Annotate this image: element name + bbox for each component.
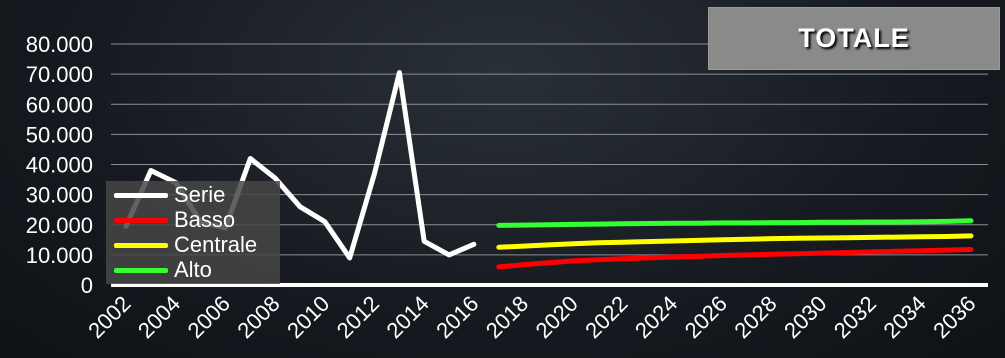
series-line-centrale (496, 233, 974, 250)
series-line-basso (496, 247, 974, 270)
x-tick-label: 2016 (431, 291, 483, 343)
x-tick-label: 2020 (531, 291, 583, 343)
x-tick-label: 2010 (282, 291, 334, 343)
y-tick-label: 50.000 (26, 122, 93, 147)
y-tick-label: 10.000 (26, 243, 93, 268)
series-lines (123, 70, 974, 270)
x-tick-label: 2008 (232, 291, 284, 343)
x-tick-label: 2024 (630, 291, 682, 343)
x-tick-label: 2034 (879, 291, 931, 343)
y-tick-label: 30.000 (26, 183, 93, 208)
y-tick-label: 80.000 (26, 32, 93, 57)
chart-title-box: TOTALE (708, 7, 1000, 70)
legend-label-centrale: Centrale (174, 232, 258, 257)
x-tick-label: 2018 (481, 291, 533, 343)
y-axis-ticks: 0 10.000 20.000 30.000 40.000 50.000 60.000 70.… (26, 32, 93, 298)
legend-swatch-alto (114, 268, 168, 273)
legend-swatch-basso (114, 218, 168, 223)
y-tick-label: 20.000 (26, 213, 93, 238)
x-tick-label: 2030 (779, 291, 831, 343)
legend-label-basso: Basso (174, 207, 236, 232)
x-tick-label: 2022 (580, 291, 632, 343)
x-tick-label: 2014 (381, 291, 433, 343)
x-tick-label: 2004 (133, 291, 185, 343)
legend-label-serie: Serie (174, 182, 226, 207)
x-tick-label: 2026 (680, 291, 732, 343)
x-tick-label: 2012 (332, 291, 384, 343)
y-tick-label: 60.000 (26, 92, 93, 117)
x-tick-label: 2028 (729, 291, 781, 343)
x-tick-label: 2002 (83, 291, 135, 343)
x-tick-label: 2032 (829, 291, 881, 343)
series-line-alto (496, 218, 974, 228)
y-tick-label: 40.000 (26, 153, 93, 178)
legend-label-alto: Alto (174, 257, 212, 282)
x-tick-label: 2006 (183, 291, 235, 343)
legend: Serie Basso Centrale Alto (106, 181, 280, 284)
y-tick-label: 0 (81, 273, 93, 298)
legend-swatch-serie (114, 193, 168, 198)
chart-title: TOTALE (798, 23, 910, 53)
x-axis-ticks: 2002200420062008201020122014201620182020… (83, 291, 980, 343)
y-tick-label: 70.000 (26, 62, 93, 87)
x-tick-label: 2036 (928, 291, 980, 343)
legend-swatch-centrale (114, 243, 168, 248)
